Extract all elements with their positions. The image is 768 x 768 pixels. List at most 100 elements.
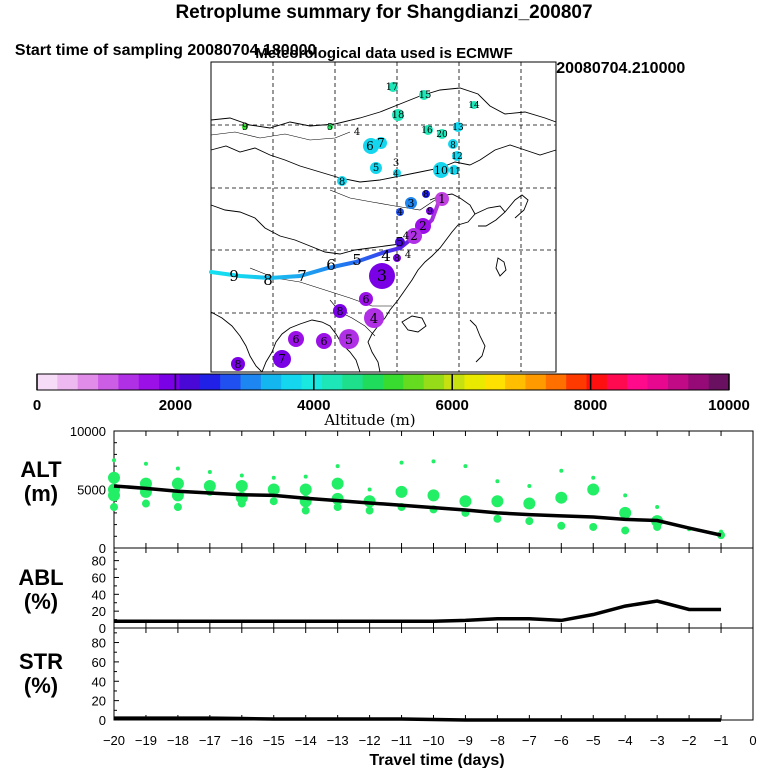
altitude-cluster-point — [171, 477, 184, 490]
colorbar-swatch — [688, 374, 710, 390]
altitude-cluster-point — [303, 474, 308, 479]
altitude-cluster-point — [331, 477, 344, 490]
cluster-number-label: 17 — [386, 82, 399, 93]
y-tick-label: 60 — [92, 655, 106, 670]
altitude-cluster-point — [623, 493, 628, 498]
altitude-cluster-point — [112, 458, 116, 463]
cluster-number-label: 9 — [427, 207, 433, 217]
x-tick-label: −14 — [295, 733, 317, 748]
trajectory-day-labels: 4 56 7 8 9 — [229, 247, 391, 289]
cluster-number-label: 15 — [419, 90, 432, 101]
cluster-number-label: 5 — [396, 235, 404, 249]
cluster-marker — [426, 207, 434, 215]
cluster-number-label: 10 — [434, 164, 448, 177]
cluster-marker — [370, 162, 382, 174]
colorbar-tick-label: 6000 — [436, 397, 469, 414]
colorbar-swatch — [423, 374, 445, 390]
x-tick-label: −5 — [586, 733, 601, 748]
colorbar-tick-label: 8000 — [574, 397, 607, 414]
mean-line-alt — [113, 484, 722, 537]
cluster-number-label: 8 — [394, 254, 400, 264]
colorbar-swatch — [98, 374, 119, 390]
colorbar-swatch — [138, 374, 160, 390]
colorbar-swatch — [606, 374, 628, 390]
y-tick-label: 0 — [99, 541, 106, 556]
cluster-marker — [453, 122, 463, 132]
altitude-cluster-point — [493, 514, 502, 523]
colorbar-swatch — [647, 374, 669, 390]
cluster-number-label: 9 — [242, 122, 248, 133]
colorbar-swatch — [240, 374, 262, 390]
colorbar-swatch — [321, 374, 343, 390]
cluster-marker — [388, 82, 398, 92]
altitude-cluster-point — [621, 526, 630, 535]
cluster-number-label: 5 — [345, 333, 353, 348]
colorbar-swatch — [199, 374, 221, 390]
altitude-cluster-point — [110, 503, 118, 512]
altitude-cluster-point — [173, 503, 182, 512]
cluster-number-label: 8 — [450, 141, 456, 151]
start-time-label: Start time of sampling 20080704.180000 — [14, 42, 317, 59]
altitude-cluster-point — [459, 495, 472, 508]
cluster-number-label: 5 — [327, 123, 333, 133]
colorbar-tick-label: 4000 — [297, 397, 330, 414]
altitude-cluster-point — [555, 491, 568, 504]
panel-alt: 10000 5000 0 — [70, 424, 754, 556]
cluster-marker — [422, 190, 430, 198]
x-tick-label: −9 — [458, 733, 473, 748]
cluster-marker — [470, 101, 478, 109]
cluster-number-label: 12 — [451, 152, 462, 162]
panel-frame — [113, 547, 754, 629]
altitude-cluster-point — [495, 479, 500, 484]
cluster-number-label: 1 — [438, 192, 446, 206]
cluster-marker — [369, 263, 395, 289]
cluster-number-label: 4 — [405, 250, 411, 261]
cluster-marker — [449, 165, 459, 175]
colorbar-axis-label: Altitude (m) — [323, 411, 415, 429]
cluster-marker — [231, 357, 245, 371]
panel-str: 80 60 40 20 0 — [92, 627, 754, 728]
cluster-marker — [363, 138, 379, 154]
altitude-cluster-point — [269, 497, 278, 506]
colorbar-swatch — [281, 374, 303, 390]
cluster-number-label: 6 — [363, 293, 370, 306]
altitude-cluster-point — [239, 473, 244, 478]
cluster-marker — [393, 169, 401, 177]
altitude-cluster-point — [203, 479, 216, 492]
altitude-cluster-point — [235, 479, 248, 492]
colorbar-swatch — [260, 374, 282, 390]
cluster-marker — [316, 333, 332, 349]
altitude-cluster-point — [333, 503, 342, 512]
str-panel-label: STR (%) — [19, 649, 63, 698]
altitude-cluster-point — [655, 505, 660, 510]
trajectory-day-label: 4 — [381, 247, 391, 265]
cluster-marker — [364, 308, 384, 328]
colorbar-swatch — [525, 374, 547, 390]
cluster-number-label: 8 — [337, 305, 344, 318]
cluster-marker — [242, 124, 248, 130]
cluster-marker — [448, 139, 458, 149]
colorbar-swatch — [505, 374, 526, 390]
cluster-number-label: 8 — [235, 358, 242, 371]
altitude-cluster-point — [591, 475, 596, 480]
altitude-cluster-point — [653, 522, 662, 531]
altitude-cluster-point — [143, 461, 148, 466]
colorbar-swatch — [586, 374, 608, 390]
altitude-cluster-point — [527, 483, 532, 488]
altitude-cluster-point — [559, 468, 564, 473]
cluster-number-label: 8 — [339, 177, 345, 188]
alt-panel-label: ALT (m) — [20, 457, 62, 506]
cluster-number-label: 16 — [421, 126, 433, 136]
cluster-marker — [288, 331, 304, 347]
y-tick-label: 5000 — [77, 483, 106, 498]
altitude-cluster-point — [431, 459, 436, 464]
cluster-marker — [419, 90, 429, 100]
cluster-marker — [405, 197, 417, 209]
mean-line-abl — [114, 599, 722, 624]
altitude-cluster-point — [491, 495, 504, 508]
y-tick-label: 40 — [92, 674, 106, 689]
altitude-cluster-point — [557, 521, 566, 530]
altitude-cluster-point — [589, 522, 598, 531]
